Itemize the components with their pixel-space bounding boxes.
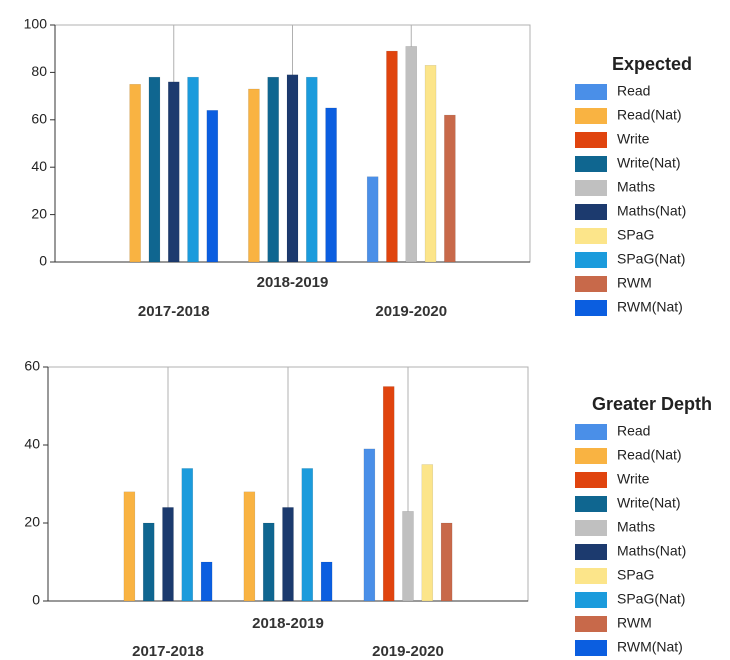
legend-label: Maths(Nat) xyxy=(617,543,686,559)
legend-label: RWM xyxy=(617,275,652,291)
bar xyxy=(444,114,456,263)
legend-swatch xyxy=(575,616,607,632)
legend-label: SPaG(Nat) xyxy=(617,591,685,607)
bar xyxy=(325,107,337,263)
bar xyxy=(123,491,136,602)
bar xyxy=(421,464,434,602)
bar xyxy=(440,522,453,602)
bar xyxy=(142,522,155,602)
y-tick-label: 60 xyxy=(31,111,47,127)
bar xyxy=(148,76,161,263)
bar xyxy=(424,65,437,263)
y-tick-label: 0 xyxy=(39,253,47,269)
bar xyxy=(382,386,395,602)
legend-label: Write(Nat) xyxy=(617,155,681,171)
legend-label: Maths xyxy=(617,519,655,535)
legend-label: Read(Nat) xyxy=(617,447,682,463)
legend-swatch xyxy=(575,180,607,196)
legend-swatch xyxy=(575,496,607,512)
legend-label: SPaG(Nat) xyxy=(617,251,685,267)
legend-swatch xyxy=(575,592,607,608)
legend-swatch xyxy=(575,640,607,656)
bar xyxy=(363,448,376,602)
bar xyxy=(129,84,141,263)
y-tick-label: 40 xyxy=(31,158,47,174)
bar xyxy=(262,522,275,602)
y-tick-label: 20 xyxy=(31,205,47,221)
legend-label: Read(Nat) xyxy=(617,107,682,123)
legend-swatch xyxy=(575,204,607,220)
bar xyxy=(366,176,379,263)
legend-label: RWM(Nat) xyxy=(617,639,683,655)
legend-swatch xyxy=(575,108,607,124)
legend-swatch xyxy=(575,300,607,316)
legend-swatch xyxy=(575,472,607,488)
x-tick-label cat: 2017-2018 xyxy=(132,643,204,660)
legend-swatch xyxy=(575,84,607,100)
legend-swatch xyxy=(575,228,607,244)
bar xyxy=(248,88,260,263)
y-tick-label: 40 xyxy=(24,436,40,452)
legend-label: Read xyxy=(617,83,650,99)
bar xyxy=(386,50,398,263)
legend-label: Maths xyxy=(617,179,655,195)
legend-title: Greater Depth xyxy=(592,394,712,414)
bar xyxy=(187,76,199,263)
bar xyxy=(243,491,256,602)
legend-swatch xyxy=(575,424,607,440)
legend-label: RWM xyxy=(617,615,652,631)
legend-label: Maths(Nat) xyxy=(617,203,686,219)
legend-label: SPaG xyxy=(617,227,654,243)
x-tick-label cat: 2017-2018 xyxy=(138,303,210,320)
bar xyxy=(301,468,314,602)
y-tick-label: 0 xyxy=(32,592,40,608)
bar xyxy=(162,507,174,602)
legend-swatch xyxy=(575,156,607,172)
legend-swatch xyxy=(575,252,607,268)
legend-swatch xyxy=(575,568,607,584)
y-tick-label: 60 xyxy=(24,358,40,374)
bar xyxy=(168,81,180,263)
bar xyxy=(286,74,299,263)
legend-title: Expected xyxy=(612,54,692,74)
bar xyxy=(200,561,213,602)
legend-label: Write(Nat) xyxy=(617,495,681,511)
legend-swatch xyxy=(575,544,607,560)
bar xyxy=(181,468,194,602)
bar xyxy=(306,76,318,263)
y-tick-label: 100 xyxy=(24,16,48,32)
legend-swatch xyxy=(575,276,607,292)
legend-label: Write xyxy=(617,471,650,487)
bar xyxy=(320,561,333,602)
legend-label: Read xyxy=(617,423,650,439)
bar xyxy=(402,511,414,602)
legend-label: SPaG xyxy=(617,567,654,583)
legend-label: RWM(Nat) xyxy=(617,299,683,315)
legend-swatch xyxy=(575,520,607,536)
bar xyxy=(405,46,417,263)
legend-label: Write xyxy=(617,131,650,147)
x-tick-label cat: 2018-2019 xyxy=(252,615,324,632)
x-tick-label cat: 2018-2019 xyxy=(257,274,329,291)
bar xyxy=(267,76,279,263)
y-tick-label: 20 xyxy=(24,514,40,530)
legend-swatch xyxy=(575,448,607,464)
x-tick-label cat: 2019-2020 xyxy=(372,643,444,660)
x-tick-label cat: 2019-2020 xyxy=(375,303,447,320)
legend-swatch xyxy=(575,132,607,148)
bar xyxy=(282,507,294,602)
y-tick-label: 80 xyxy=(31,63,47,79)
bar xyxy=(206,110,219,263)
